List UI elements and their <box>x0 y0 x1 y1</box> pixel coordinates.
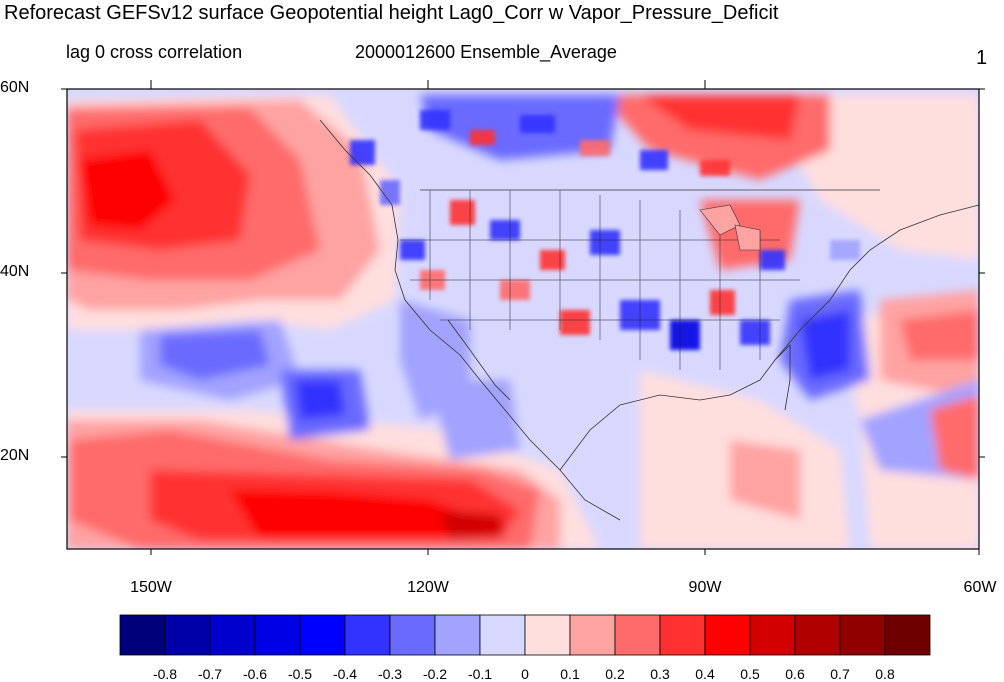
colorbar-label: -0.2 <box>422 666 448 682</box>
map-title: Reforecast GEFSv12 surface Geopotential … <box>4 2 779 24</box>
colorbar-label: 0.2 <box>605 666 625 682</box>
colorbar-swatch <box>389 614 436 656</box>
colorbar-swatch <box>479 614 526 656</box>
colorbar-label: 0.4 <box>695 666 715 682</box>
colorbar-swatch <box>164 614 211 656</box>
center-subtitle: 2000012600 Ensemble_Average <box>355 42 617 62</box>
colorbar-label: -0.7 <box>197 666 223 682</box>
lat-label-60n: 60N <box>0 79 30 96</box>
colorbar-swatch <box>839 614 886 656</box>
colorbar-swatch <box>119 614 166 656</box>
colorbar-swatch <box>209 614 256 656</box>
colorbar-label: 0 <box>521 666 529 682</box>
colorbar-swatch <box>254 614 301 656</box>
coastlines <box>319 119 979 521</box>
colorbar-swatch <box>749 614 796 656</box>
colorbar-swatch <box>614 614 661 656</box>
lon-label-120w: 120W <box>407 579 449 596</box>
lat-label-20n: 20N <box>0 447 30 464</box>
colorbar-swatch <box>434 614 481 656</box>
colorbar-label: -0.1 <box>467 666 493 682</box>
colorbar-label: 0.6 <box>785 666 805 682</box>
map-frame <box>66 88 980 550</box>
us-state-boundaries <box>400 190 800 370</box>
colorbar-label: 0.5 <box>740 666 760 682</box>
colorbar-swatch <box>344 614 391 656</box>
colorbar-label: -0.4 <box>332 666 358 682</box>
colorbar-label: 0.3 <box>650 666 670 682</box>
axis-ticks <box>61 80 985 555</box>
colorbar-label: 0.1 <box>560 666 580 682</box>
colorbar-label: -0.6 <box>242 666 268 682</box>
lon-label-90w: 90W <box>688 579 722 596</box>
colorbar-label: 0.7 <box>830 666 850 682</box>
colorbar-label: -0.8 <box>152 666 178 682</box>
great-lakes <box>699 204 761 251</box>
colorbar-swatch <box>884 614 931 656</box>
colorbar-swatch <box>569 614 616 656</box>
shaded-field <box>67 89 979 549</box>
colorbar-swatch <box>659 614 706 656</box>
colorbar-swatch <box>704 614 751 656</box>
lon-label-60w: 60W <box>963 579 997 596</box>
left-subtitle: lag 0 cross correlation <box>66 42 243 62</box>
colorbar-label: -0.5 <box>287 666 313 682</box>
colorbar-swatch <box>299 614 346 656</box>
right-subtitle: 1 <box>976 47 988 69</box>
colorbar-swatch <box>794 614 841 656</box>
colorbar-swatch <box>524 614 571 656</box>
colorbar-label: 0.8 <box>875 666 895 682</box>
lon-label-150w: 150W <box>130 579 172 596</box>
colorbar-label: -0.3 <box>377 666 403 682</box>
lat-label-40n: 40N <box>0 263 30 280</box>
